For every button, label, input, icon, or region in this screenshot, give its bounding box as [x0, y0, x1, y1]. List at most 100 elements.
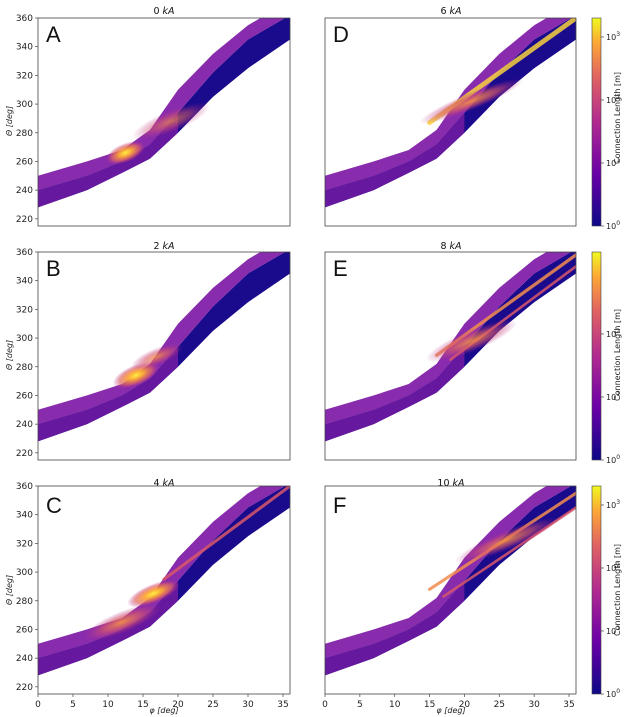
- panel-a: 0 kA A Θ [deg] 220 240 260 280 300 320 340 360: [5, 6, 291, 227]
- plot-frame: [324, 17, 577, 227]
- panel-letter: F: [333, 493, 346, 518]
- panel-title: 10 kA: [437, 478, 464, 489]
- y-tick-label: 260: [16, 625, 33, 635]
- colorbar-tick-label: 101: [606, 391, 620, 402]
- x-tick-label: 0: [322, 700, 328, 710]
- y-tick-label: 340: [16, 43, 33, 53]
- y-tick-label: 260: [16, 391, 33, 401]
- y-tick-label: 360: [16, 14, 33, 24]
- y-tick-label: 240: [16, 186, 33, 196]
- high-length-streak: [162, 486, 290, 581]
- low-connection-region: [38, 252, 290, 442]
- y-tick-label: 220: [16, 683, 33, 693]
- panel-b: 2 kA B Θ [deg] 220 240 260 280 300 320 340 360: [5, 241, 291, 461]
- panel-c: 4 kA C Θ [deg] φ [deg] 22024026028030032…: [5, 478, 291, 715]
- colorbar: [591, 17, 602, 227]
- panel-title: 2 kA: [153, 241, 174, 252]
- panel-title: 8 kA: [440, 241, 461, 252]
- hotspot: [127, 579, 180, 608]
- panel-letter: C: [46, 493, 62, 518]
- panel-title: 4 kA: [153, 478, 174, 489]
- hotspot: [131, 102, 211, 141]
- colorbar-tick-label: 102: [606, 328, 620, 339]
- colorbar-tick-label: 100: [606, 688, 620, 699]
- y-tick-label: 340: [16, 511, 33, 521]
- x-tick-label: 15: [137, 700, 148, 710]
- x-tick-label: 35: [277, 700, 288, 710]
- y-tick-label: 280: [16, 129, 33, 139]
- x-axis-label: φ [deg]: [436, 706, 465, 715]
- y-tick-label: 220: [16, 449, 33, 459]
- x-tick-label: 10: [102, 700, 114, 710]
- y-tick-label: 320: [16, 71, 33, 81]
- x-tick-label: 20: [172, 700, 184, 710]
- mid-connection-region: [325, 486, 572, 659]
- y-tick-label: 320: [16, 539, 33, 549]
- y-tick-label: 360: [16, 482, 33, 492]
- y-axis-label: Θ [deg]: [5, 340, 14, 370]
- colorbar: [591, 485, 602, 695]
- hotspot: [130, 343, 184, 370]
- mid-connection-region: [38, 18, 286, 191]
- y-axis-label: Θ [deg]: [5, 575, 14, 605]
- plot-frame: [37, 251, 291, 461]
- x-tick-label: 30: [528, 700, 540, 710]
- y-tick-label: 340: [16, 277, 33, 287]
- colorbar-tick-label: 102: [606, 94, 620, 105]
- y-axis-label: Θ [deg]: [5, 106, 14, 136]
- panel-title: 0 kA: [153, 6, 174, 17]
- y-tick-label: 360: [16, 248, 33, 258]
- x-axis-label: φ [deg]: [149, 706, 178, 715]
- x-tick-label: 25: [207, 700, 218, 710]
- y-tick-label: 300: [16, 100, 33, 110]
- left-purple-region: [325, 346, 465, 442]
- plot-area: [325, 252, 576, 442]
- colorbar-label: Connection Length [m]: [613, 544, 622, 636]
- low-connection-region: [38, 18, 290, 208]
- panel-letter: E: [333, 256, 348, 281]
- panel-e: 8 kA E Connection Length [m] 100 101 102: [324, 241, 622, 465]
- colorbar-tick-label: 102: [606, 562, 620, 573]
- left-purple-region: [38, 580, 178, 676]
- colorbar-tick-label: 103: [606, 499, 620, 510]
- colorbar: [591, 251, 602, 461]
- x-tick-label: 15: [424, 700, 435, 710]
- colorbar-label: Connection Length [m]: [613, 72, 622, 164]
- panel-title: 6 kA: [440, 6, 461, 17]
- y-tick-label: 280: [16, 597, 33, 607]
- panel-f: 10 kA F Connection Length [m] φ [deg] 0 5…: [322, 478, 622, 715]
- mid-connection-region: [325, 252, 572, 425]
- colorbar-tick-label: 101: [606, 625, 620, 636]
- colorbar-tick-label: 100: [606, 220, 620, 231]
- hotspot: [82, 603, 162, 642]
- x-tick-label: 25: [494, 700, 505, 710]
- hotspot: [419, 78, 524, 124]
- colorbar-tick-label: 101: [606, 157, 620, 168]
- hotspot: [105, 141, 146, 165]
- x-tick-label: 5: [70, 700, 76, 710]
- plot-frame: [324, 251, 577, 461]
- y-tick-label: 300: [16, 568, 33, 578]
- x-tick-label: 5: [357, 700, 363, 710]
- x-tick-label: 35: [563, 700, 574, 710]
- plot-area: [38, 18, 290, 208]
- y-tick-label: 240: [16, 420, 33, 430]
- x-tick-label: 20: [459, 700, 471, 710]
- plot-area: [325, 18, 576, 208]
- panel-letter: D: [333, 22, 349, 47]
- left-purple-region: [38, 112, 178, 208]
- hotspot: [426, 319, 517, 363]
- y-tick-label: 300: [16, 334, 33, 344]
- x-tick-label: 10: [389, 700, 401, 710]
- plot-area: [38, 252, 290, 442]
- mid-connection-region: [38, 252, 286, 425]
- x-tick-label: 0: [35, 700, 41, 710]
- left-purple-region: [38, 346, 178, 442]
- left-purple-region: [325, 580, 465, 676]
- colorbar-tick-label: 100: [606, 454, 620, 465]
- panel-letter: A: [46, 22, 61, 47]
- hotspot: [454, 517, 558, 564]
- plot-frame: [37, 485, 291, 695]
- y-tick-label: 220: [16, 215, 33, 225]
